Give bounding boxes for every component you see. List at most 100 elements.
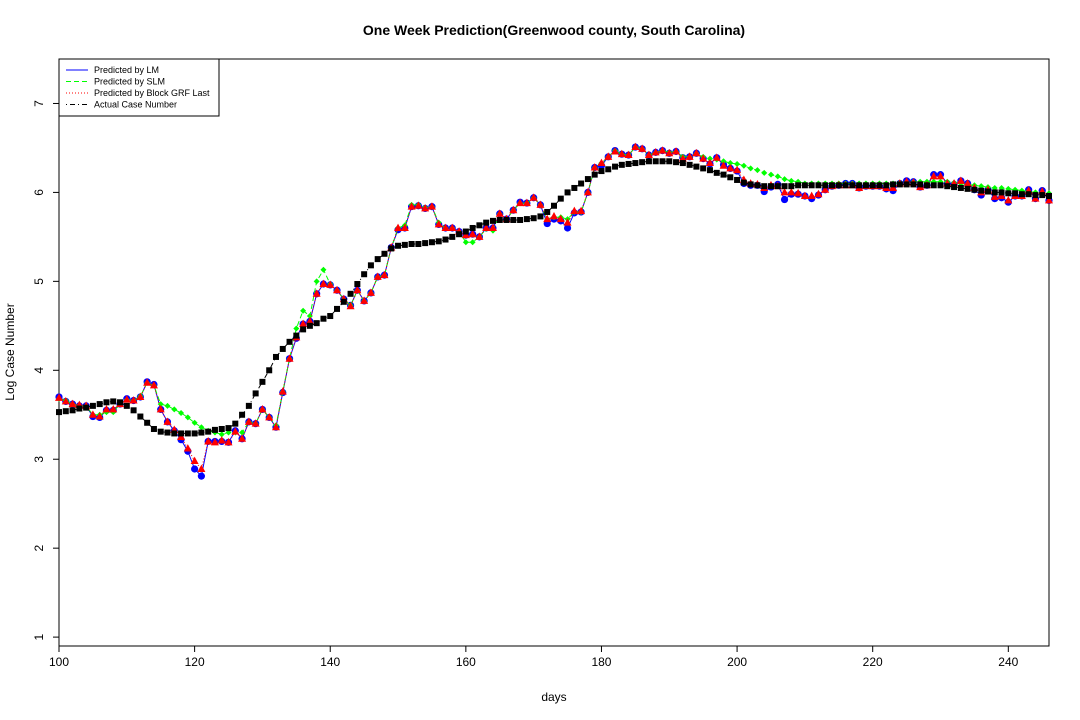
data-point	[624, 150, 633, 159]
data-point	[564, 189, 571, 196]
data-point	[808, 182, 815, 189]
y-tick-label: 2	[32, 545, 46, 552]
data-point	[780, 188, 789, 196]
data-point	[570, 206, 579, 215]
data-point	[956, 176, 965, 184]
chart-title: One Week Prediction(Greenwood county, So…	[363, 22, 745, 38]
data-point	[110, 398, 117, 405]
data-point	[720, 171, 727, 178]
data-point	[705, 158, 714, 167]
data-point	[252, 390, 259, 397]
data-point	[910, 181, 917, 188]
data-point	[639, 159, 646, 166]
data-point	[856, 182, 863, 189]
data-point	[591, 171, 598, 178]
series-line	[58, 160, 1050, 434]
data-point	[415, 240, 422, 247]
data-point	[388, 245, 395, 252]
data-point	[563, 218, 572, 226]
data-point	[1045, 196, 1053, 204]
data-point	[178, 409, 185, 416]
data-point	[395, 242, 402, 249]
data-point	[61, 397, 70, 405]
data-point	[754, 182, 761, 189]
data-point	[652, 158, 659, 165]
data-point	[279, 345, 286, 352]
data-point	[103, 399, 110, 406]
data-point	[258, 405, 267, 413]
data-point	[285, 354, 294, 362]
data-point	[930, 182, 937, 189]
data-point	[143, 378, 152, 386]
plot-frame	[58, 58, 1050, 647]
data-point	[510, 216, 517, 223]
data-point	[204, 437, 213, 445]
series-line	[58, 146, 1050, 435]
data-point	[509, 205, 518, 214]
data-point	[551, 202, 557, 209]
data-point	[781, 176, 788, 183]
data-point	[990, 192, 999, 200]
data-point	[706, 167, 713, 174]
data-point	[1039, 192, 1046, 199]
data-point	[83, 404, 90, 411]
data-point	[334, 305, 341, 312]
x-tick-label: 120	[185, 655, 205, 669]
data-point	[272, 353, 279, 360]
data-point	[211, 426, 218, 433]
data-point	[761, 183, 768, 190]
data-point	[672, 147, 681, 155]
data-point	[427, 202, 436, 210]
data-point	[522, 198, 531, 207]
data-point	[122, 395, 131, 403]
data-point	[734, 176, 741, 183]
data-point	[795, 182, 802, 189]
y-tick-label: 1	[32, 633, 46, 640]
data-point	[727, 174, 734, 181]
data-point	[178, 430, 185, 437]
data-point	[374, 256, 381, 263]
data-point	[876, 182, 883, 189]
data-point	[835, 182, 842, 189]
data-point	[245, 402, 252, 409]
data-point	[320, 315, 327, 322]
data-point	[774, 173, 781, 180]
data-point	[944, 183, 951, 190]
data-point	[618, 161, 625, 168]
data-point	[801, 182, 808, 189]
data-point	[862, 182, 869, 189]
data-point	[488, 223, 497, 231]
data-point	[604, 152, 613, 160]
data-point	[645, 158, 652, 165]
data-point	[224, 437, 233, 446]
data-point	[190, 456, 199, 465]
data-point	[136, 392, 145, 400]
data-point	[699, 154, 708, 162]
data-point	[408, 240, 415, 247]
data-point	[780, 195, 789, 204]
data-point	[56, 409, 62, 416]
data-point	[191, 430, 198, 437]
data-point	[597, 158, 606, 167]
data-point	[700, 165, 707, 172]
data-point	[184, 430, 191, 437]
data-point	[767, 171, 774, 178]
data-point	[244, 417, 253, 425]
x-tick-label: 100	[49, 655, 69, 669]
data-point	[957, 184, 964, 191]
data-point	[266, 367, 273, 374]
data-point	[598, 168, 605, 175]
data-point	[523, 216, 530, 223]
data-point	[720, 158, 727, 165]
data-point	[340, 298, 347, 305]
x-tick-label: 240	[998, 655, 1018, 669]
data-point	[482, 223, 491, 231]
data-point	[611, 147, 620, 155]
data-point	[536, 200, 545, 208]
y-tick-label: 3	[32, 456, 46, 463]
data-point	[1004, 196, 1013, 204]
data-point	[584, 176, 591, 183]
data-point	[842, 182, 849, 189]
data-point	[951, 184, 958, 191]
data-point	[469, 239, 476, 246]
